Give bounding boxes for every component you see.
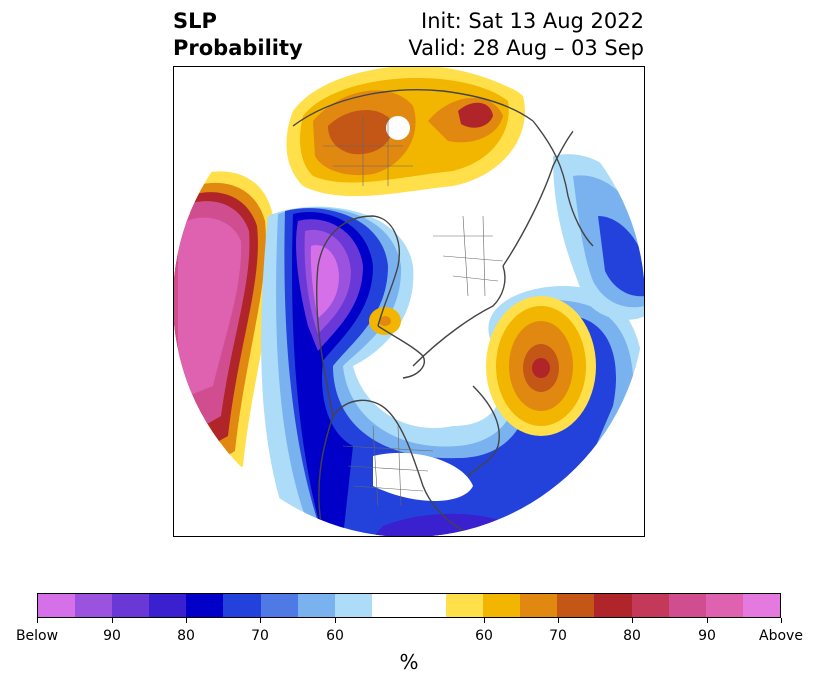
colorbar-segment <box>260 594 298 617</box>
coastlines <box>292 89 594 537</box>
colorbar-segment <box>38 594 76 617</box>
colorbar-tick-label: 80 <box>623 628 641 644</box>
colorbar <box>37 593 781 618</box>
colorbar-segment <box>705 594 743 617</box>
polar-map <box>173 66 645 537</box>
atlantic-above-anomaly <box>369 296 596 436</box>
title-line-2: Probability <box>173 36 303 60</box>
borders <box>323 116 504 507</box>
colorbar-segment <box>186 594 224 617</box>
colorbar-tick-label: 80 <box>177 628 195 644</box>
probability-field <box>173 66 645 537</box>
colorbar-segment <box>631 594 669 617</box>
colorbar-segment <box>668 594 706 617</box>
colorbar-tick-mark <box>631 618 633 623</box>
colorbar-tick-label: Below <box>15 628 59 644</box>
colorbar-segment <box>446 594 484 617</box>
map-subtitle: Init: Sat 13 Aug 2022 Valid: 28 Aug – 03… <box>408 8 644 62</box>
colorbar-segment <box>483 594 521 617</box>
colorbar-segment <box>223 594 261 617</box>
colorbar-tick-label: 70 <box>251 628 269 644</box>
colorbar-tick-label: 70 <box>549 628 567 644</box>
eurasia-above-anomaly <box>286 66 525 197</box>
map-panel <box>173 66 645 537</box>
title-line-1: SLP <box>173 9 217 33</box>
colorbar-tick-mark <box>111 618 113 623</box>
colorbar-segment <box>557 594 595 617</box>
colorbar-tick-mark <box>780 618 782 623</box>
colorbar-segment <box>371 594 409 617</box>
colorbar-segment <box>75 594 113 617</box>
map-border <box>173 66 645 537</box>
colorbar-tick-mark <box>557 618 559 623</box>
colorbar-segment <box>112 594 150 617</box>
colorbar-tick-label: 60 <box>475 628 493 644</box>
colorbar-tick-label: 90 <box>698 628 716 644</box>
colorbar-tick-mark <box>185 618 187 623</box>
colorbar-tick-label: 90 <box>103 628 121 644</box>
colorbar-segment <box>408 594 447 617</box>
valid-range: Valid: 28 Aug – 03 Sep <box>408 36 644 60</box>
colorbar-tick-mark <box>259 618 261 623</box>
colorbar-segment <box>594 594 632 617</box>
colorbar-unit-label: % <box>399 650 419 674</box>
map-title: SLP Probability <box>173 8 303 62</box>
colorbar-segment <box>297 594 335 617</box>
colorbar-tick-label: Above <box>759 628 803 644</box>
colorbar-tick-mark <box>36 618 38 623</box>
colorbar-segment <box>742 594 780 617</box>
colorbar-tick-label: 60 <box>326 628 344 644</box>
colorbar-tick-mark <box>706 618 708 623</box>
colorbar-segment <box>334 594 372 617</box>
init-date: Init: Sat 13 Aug 2022 <box>421 9 644 33</box>
colorbar-tick-mark <box>483 618 485 623</box>
colorbar-segment <box>520 594 558 617</box>
colorbar-tick-mark <box>334 618 336 623</box>
colorbar-segment <box>149 594 187 617</box>
namerica-below-anomaly <box>261 206 645 537</box>
